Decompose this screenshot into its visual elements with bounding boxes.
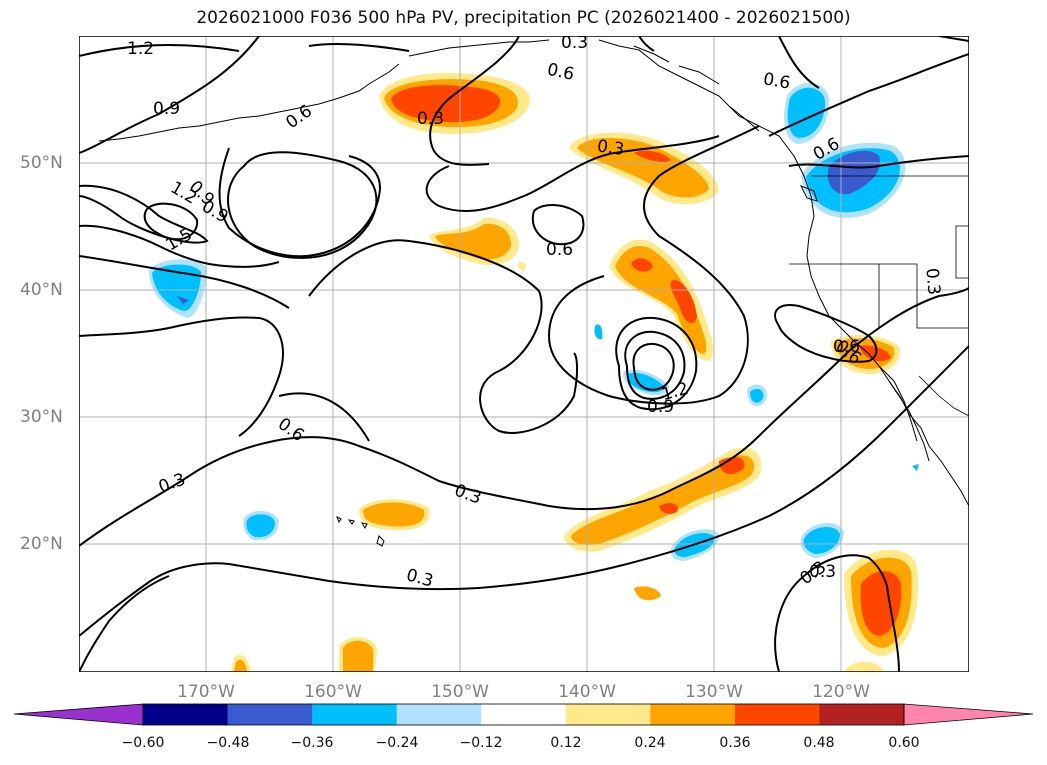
colorbar-segment [312,704,398,725]
colorbar-tick: 0.60 [888,735,920,751]
pv-contours [79,36,969,672]
contour-label: 0.6 [546,240,573,260]
colorbar-segment [481,704,567,725]
contour-label: 0.3 [921,267,943,296]
longitude-label: 130°W [685,682,743,702]
longitude-label: 120°W [812,682,870,702]
contour-label: 1.2 [127,39,154,59]
colorbar-tick: −0.12 [459,735,503,751]
colorbar-tick: −0.48 [206,735,250,751]
colorbar-tick: −0.60 [121,735,165,751]
latitude-label: 20°N [20,534,63,554]
colorbar-segment [819,704,905,725]
map-gridlines [79,36,969,672]
colorbar-segment [565,704,651,725]
contour-label: 0.3 [809,562,836,582]
colorbar-segment [396,704,482,725]
colorbar-tick: 0.24 [634,735,666,751]
colorbar [13,703,1034,726]
precipitation-shading [149,73,919,672]
contour-labels: 1.2 0.9 0.6 0.3 0.9 1.2 0.9 1.5 0.6 0.3 … [127,36,944,592]
latitude-label: 30°N [20,407,63,427]
longitude-label: 160°W [304,682,362,702]
longitude-label: 170°W [177,682,235,702]
map-panel: 1.2 0.9 0.6 0.3 0.9 1.2 0.9 1.5 0.6 0.3 … [79,36,969,672]
contour-label: 0.6 [762,69,792,93]
contour-label: 0.9 [647,397,674,417]
precip-anomaly-positive [634,586,661,601]
longitude-label: 140°W [558,682,616,702]
colorbar-segment [227,704,313,725]
figure-title: 2026021000 F036 500 hPa PV, precipitatio… [196,8,851,28]
contour-label: 0.6 [833,337,860,357]
longitude-label: 150°W [431,682,489,702]
colorbar-segment [734,704,820,725]
latitude-label: 40°N [20,280,63,300]
contour-label: 0.9 [153,99,180,119]
latitude-label: 50°N [20,153,63,173]
colorbar-extend-low [13,703,144,726]
colorbar-tick: 0.12 [550,735,582,751]
colorbar-tick: −0.24 [375,735,419,751]
colorbar-tick: 0.36 [719,735,751,751]
colorbar-tick: −0.36 [290,735,334,751]
coastlines [98,39,969,547]
contour-label: 0.3 [417,109,444,129]
colorbar-tick: 0.48 [803,735,835,751]
colorbar-extend-high [903,703,1034,726]
colorbar-segment [650,704,736,725]
contour-label: 0.3 [596,136,626,160]
colorbar-segment [143,704,229,725]
contour-label: 0.3 [561,36,588,53]
